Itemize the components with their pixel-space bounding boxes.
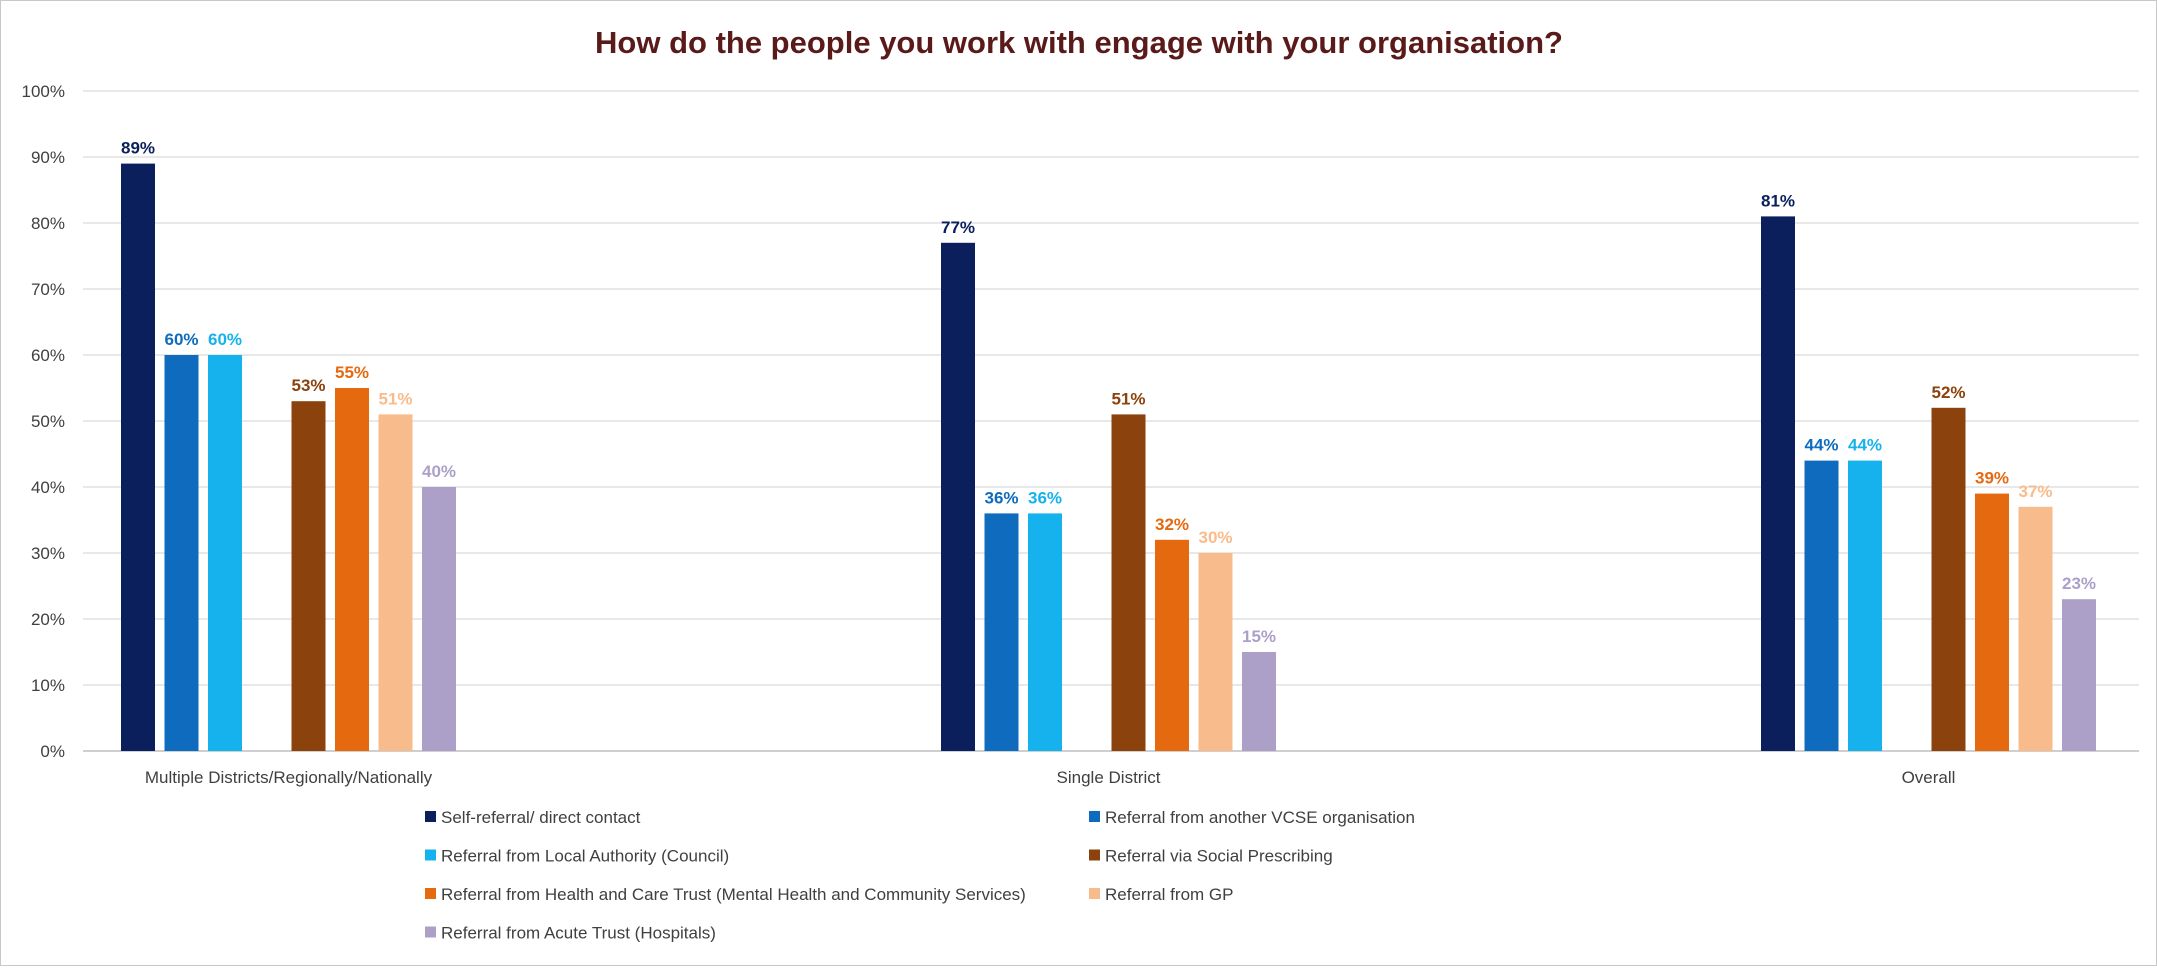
bars-layer bbox=[121, 163, 2096, 752]
legend-swatch-referral-from-gp bbox=[1089, 888, 1100, 899]
y-tick-label: 40% bbox=[31, 478, 65, 497]
y-tick-label: 90% bbox=[31, 148, 65, 167]
data-label: 37% bbox=[2018, 482, 2052, 501]
bar-referral-from-local-authority-council-3 bbox=[1848, 460, 1882, 751]
x-category-label: Overall bbox=[1902, 768, 1956, 787]
bar-referral-via-social-prescribing-3 bbox=[1931, 407, 1966, 751]
bar-referral-from-gp-1 bbox=[378, 414, 413, 751]
legend-label-referral-from-another-vcse-organisation: Referral from another VCSE organisation bbox=[1105, 808, 1415, 827]
y-tick-label: 10% bbox=[31, 676, 65, 695]
legend-label-self-referral-direct-contact: Self-referral/ direct contact bbox=[441, 808, 641, 827]
bar-self-referral-direct-contact-2 bbox=[941, 242, 975, 752]
data-label: 52% bbox=[1931, 383, 1965, 402]
data-label: 51% bbox=[378, 389, 412, 408]
bar-referral-from-acute-trust-hospitals-1 bbox=[422, 487, 456, 751]
x-category-label: Single District bbox=[1057, 768, 1161, 787]
legend-label-referral-via-social-prescribing: Referral via Social Prescribing bbox=[1105, 847, 1333, 866]
data-label: 55% bbox=[335, 363, 369, 382]
legend-swatch-referral-from-another-vcse-organisation bbox=[1089, 811, 1100, 822]
bar-referral-from-gp-3 bbox=[2018, 506, 2053, 751]
bar-referral-from-health-and-care-trust-mental-health-and-community-services-2 bbox=[1155, 539, 1189, 751]
bar-referral-from-acute-trust-hospitals-3 bbox=[2062, 599, 2096, 751]
legend-label-referral-from-local-authority-council: Referral from Local Authority (Council) bbox=[441, 847, 729, 866]
data-label: 81% bbox=[1761, 191, 1795, 210]
data-label: 36% bbox=[1028, 488, 1062, 507]
bar-referral-from-health-and-care-trust-mental-health-and-community-services-3 bbox=[1975, 493, 2009, 751]
data-label: 15% bbox=[1242, 627, 1276, 646]
data-label: 30% bbox=[1198, 528, 1232, 547]
chart-title: How do the people you work with engage w… bbox=[595, 25, 1563, 60]
data-label: 32% bbox=[1155, 515, 1189, 534]
legend: Self-referral/ direct contact Referral fr… bbox=[425, 808, 1415, 943]
data-label: 77% bbox=[941, 218, 975, 237]
bar-referral-from-gp-2 bbox=[1198, 553, 1233, 751]
data-label: 51% bbox=[1111, 389, 1145, 408]
data-label: 60% bbox=[208, 330, 242, 349]
bar-referral-from-another-vcse-organisation-3 bbox=[1804, 460, 1839, 751]
y-tick-label: 30% bbox=[31, 544, 65, 563]
legend-swatch-referral-from-health-and-care-trust-mental-health-and-community-services bbox=[425, 888, 436, 899]
y-tick-label: 50% bbox=[31, 412, 65, 431]
bar-referral-from-another-vcse-organisation-2 bbox=[984, 513, 1019, 751]
legend-swatch-referral-from-acute-trust-hospitals bbox=[425, 926, 436, 938]
data-label: 40% bbox=[422, 462, 456, 481]
bar-self-referral-direct-contact-1 bbox=[121, 163, 155, 752]
y-tick-label: 20% bbox=[31, 610, 65, 629]
legend-swatch-referral-from-local-authority-council bbox=[425, 849, 436, 861]
bar-referral-from-local-authority-council-2 bbox=[1028, 513, 1062, 751]
y-tick-label: 80% bbox=[31, 214, 65, 233]
legend-label-referral-from-acute-trust-hospitals: Referral from Acute Trust (Hospitals) bbox=[441, 924, 716, 943]
bar-referral-via-social-prescribing-2 bbox=[1111, 414, 1146, 751]
data-label: 53% bbox=[291, 376, 325, 395]
bar-self-referral-direct-contact-3 bbox=[1761, 216, 1795, 751]
bar-referral-from-health-and-care-trust-mental-health-and-community-services-1 bbox=[335, 388, 369, 751]
data-label: 44% bbox=[1848, 436, 1882, 455]
data-labels-layer: 89% 60% 60% 53% 55% 51% 40% 77% 36% 36% 51% 32% 30% 1… bbox=[121, 139, 2096, 646]
legend-label-referral-from-gp: Referral from GP bbox=[1105, 885, 1233, 904]
data-label: 39% bbox=[1975, 469, 2009, 488]
legend-swatch-referral-via-social-prescribing bbox=[1089, 849, 1100, 861]
bar-referral-via-social-prescribing-1 bbox=[291, 401, 326, 751]
data-label: 23% bbox=[2062, 574, 2096, 593]
y-tick-label: 70% bbox=[31, 280, 65, 299]
data-label: 60% bbox=[164, 330, 198, 349]
y-tick-label: 100% bbox=[22, 82, 65, 101]
y-tick-label: 60% bbox=[31, 346, 65, 365]
bar-referral-from-local-authority-council-1 bbox=[208, 355, 242, 751]
y-tick-label: 0% bbox=[40, 742, 65, 761]
axis-layer: 0% 10% 20% 30% 40% 50% 60% 70% 80% 90% 100% Multipl… bbox=[22, 82, 1956, 787]
data-label: 44% bbox=[1804, 436, 1838, 455]
bar-referral-from-another-vcse-organisation-1 bbox=[164, 355, 199, 751]
data-label: 36% bbox=[984, 488, 1018, 507]
data-label: 89% bbox=[121, 139, 155, 158]
bar-referral-from-acute-trust-hospitals-2 bbox=[1242, 652, 1276, 751]
legend-label-referral-from-health-and-care-trust-mental-health-and-community-services: Referral from Health and Care Trust (Men… bbox=[441, 885, 1026, 904]
legend-swatch-self-referral-direct-contact bbox=[425, 811, 436, 822]
x-category-label: Multiple Districts/Regionally/Nationally bbox=[145, 768, 433, 787]
